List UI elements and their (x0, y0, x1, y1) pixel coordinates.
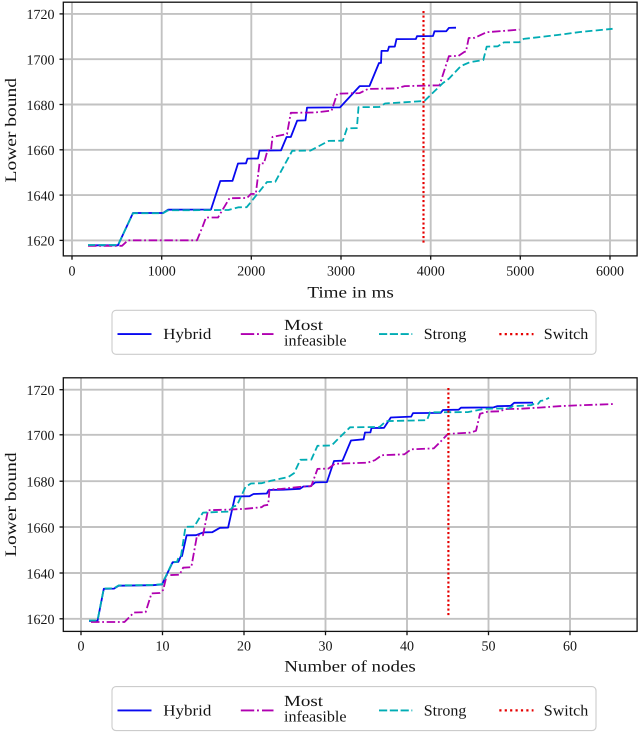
svg-text:1000: 1000 (148, 264, 176, 279)
svg-text:1680: 1680 (27, 476, 55, 491)
svg-text:30: 30 (319, 640, 333, 655)
svg-text:4000: 4000 (417, 264, 445, 279)
svg-text:6000: 6000 (596, 264, 624, 279)
svg-text:infeasible: infeasible (284, 332, 347, 349)
svg-text:40: 40 (400, 640, 414, 655)
svg-text:Time in ms: Time in ms (307, 284, 394, 301)
svg-text:2000: 2000 (237, 264, 265, 279)
svg-text:Strong: Strong (424, 326, 467, 343)
svg-text:20: 20 (237, 640, 251, 655)
svg-text:10: 10 (156, 640, 170, 655)
svg-text:Most: Most (284, 693, 324, 710)
svg-text:1720: 1720 (27, 8, 55, 23)
svg-text:1720: 1720 (27, 384, 55, 399)
svg-text:50: 50 (482, 640, 496, 655)
svg-text:1700: 1700 (27, 54, 55, 69)
svg-text:5000: 5000 (506, 264, 534, 279)
svg-text:60: 60 (563, 640, 577, 655)
svg-text:Number of nodes: Number of nodes (284, 659, 416, 676)
svg-text:0: 0 (69, 264, 76, 279)
svg-text:1620: 1620 (27, 613, 55, 628)
svg-text:Switch: Switch (544, 326, 589, 343)
svg-text:Most: Most (284, 317, 324, 334)
svg-text:1700: 1700 (27, 429, 55, 444)
svg-text:1660: 1660 (27, 521, 55, 536)
svg-text:1640: 1640 (27, 189, 55, 204)
svg-text:Switch: Switch (544, 702, 589, 719)
svg-text:1660: 1660 (27, 144, 55, 159)
svg-text:3000: 3000 (327, 264, 355, 279)
svg-text:Lower bound: Lower bound (3, 78, 20, 183)
svg-text:infeasible: infeasible (284, 709, 347, 726)
svg-text:1680: 1680 (27, 99, 55, 114)
svg-text:Hybrid: Hybrid (163, 326, 211, 343)
svg-text:1620: 1620 (27, 235, 55, 250)
svg-text:Strong: Strong (424, 702, 467, 719)
svg-text:Hybrid: Hybrid (163, 702, 211, 719)
svg-text:Lower bound: Lower bound (3, 452, 20, 556)
svg-text:0: 0 (78, 640, 85, 655)
svg-text:1640: 1640 (27, 567, 55, 582)
